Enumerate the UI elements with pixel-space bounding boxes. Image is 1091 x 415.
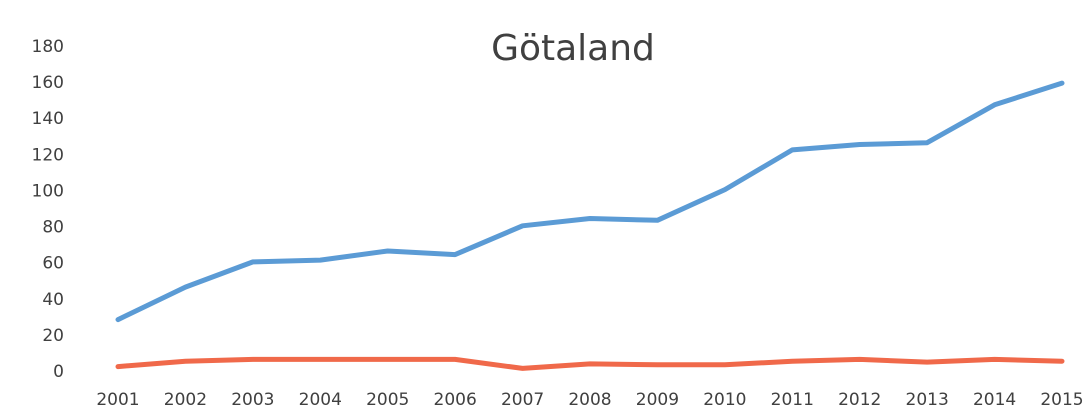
- y-tick-label: 80: [42, 218, 64, 238]
- x-tick-label: 2005: [366, 390, 409, 410]
- y-tick-label: 0: [53, 362, 64, 382]
- x-tick-label: 2001: [96, 390, 139, 410]
- x-tick-label: 2010: [703, 390, 746, 410]
- x-tick-label: 2011: [771, 390, 814, 410]
- x-tick-label: 2013: [906, 390, 949, 410]
- x-tick-label: 2012: [838, 390, 881, 410]
- y-tick-label: 40: [42, 290, 64, 310]
- x-tick-label: 2002: [164, 390, 207, 410]
- chart-title: Götaland: [491, 28, 655, 69]
- x-tick-label: 2015: [1040, 390, 1083, 410]
- series-line: [115, 80, 1065, 323]
- x-tick-label: 2006: [434, 390, 477, 410]
- y-tick-label: 160: [32, 73, 64, 93]
- x-tick-label: 2003: [231, 390, 274, 410]
- y-tick-label: 180: [32, 37, 64, 57]
- y-tick-label: 100: [32, 181, 64, 201]
- y-tick-label: 140: [32, 109, 64, 129]
- series-line: [115, 356, 1065, 371]
- y-tick-label: 120: [32, 145, 64, 165]
- x-tick-label: 2007: [501, 390, 544, 410]
- x-tick-label: 2014: [973, 390, 1016, 410]
- x-tick-label: 2008: [568, 390, 611, 410]
- y-tick-label: 60: [42, 254, 64, 274]
- y-tick-label: 20: [42, 326, 64, 346]
- x-tick-label: 2004: [299, 390, 342, 410]
- x-tick-label: 2009: [636, 390, 679, 410]
